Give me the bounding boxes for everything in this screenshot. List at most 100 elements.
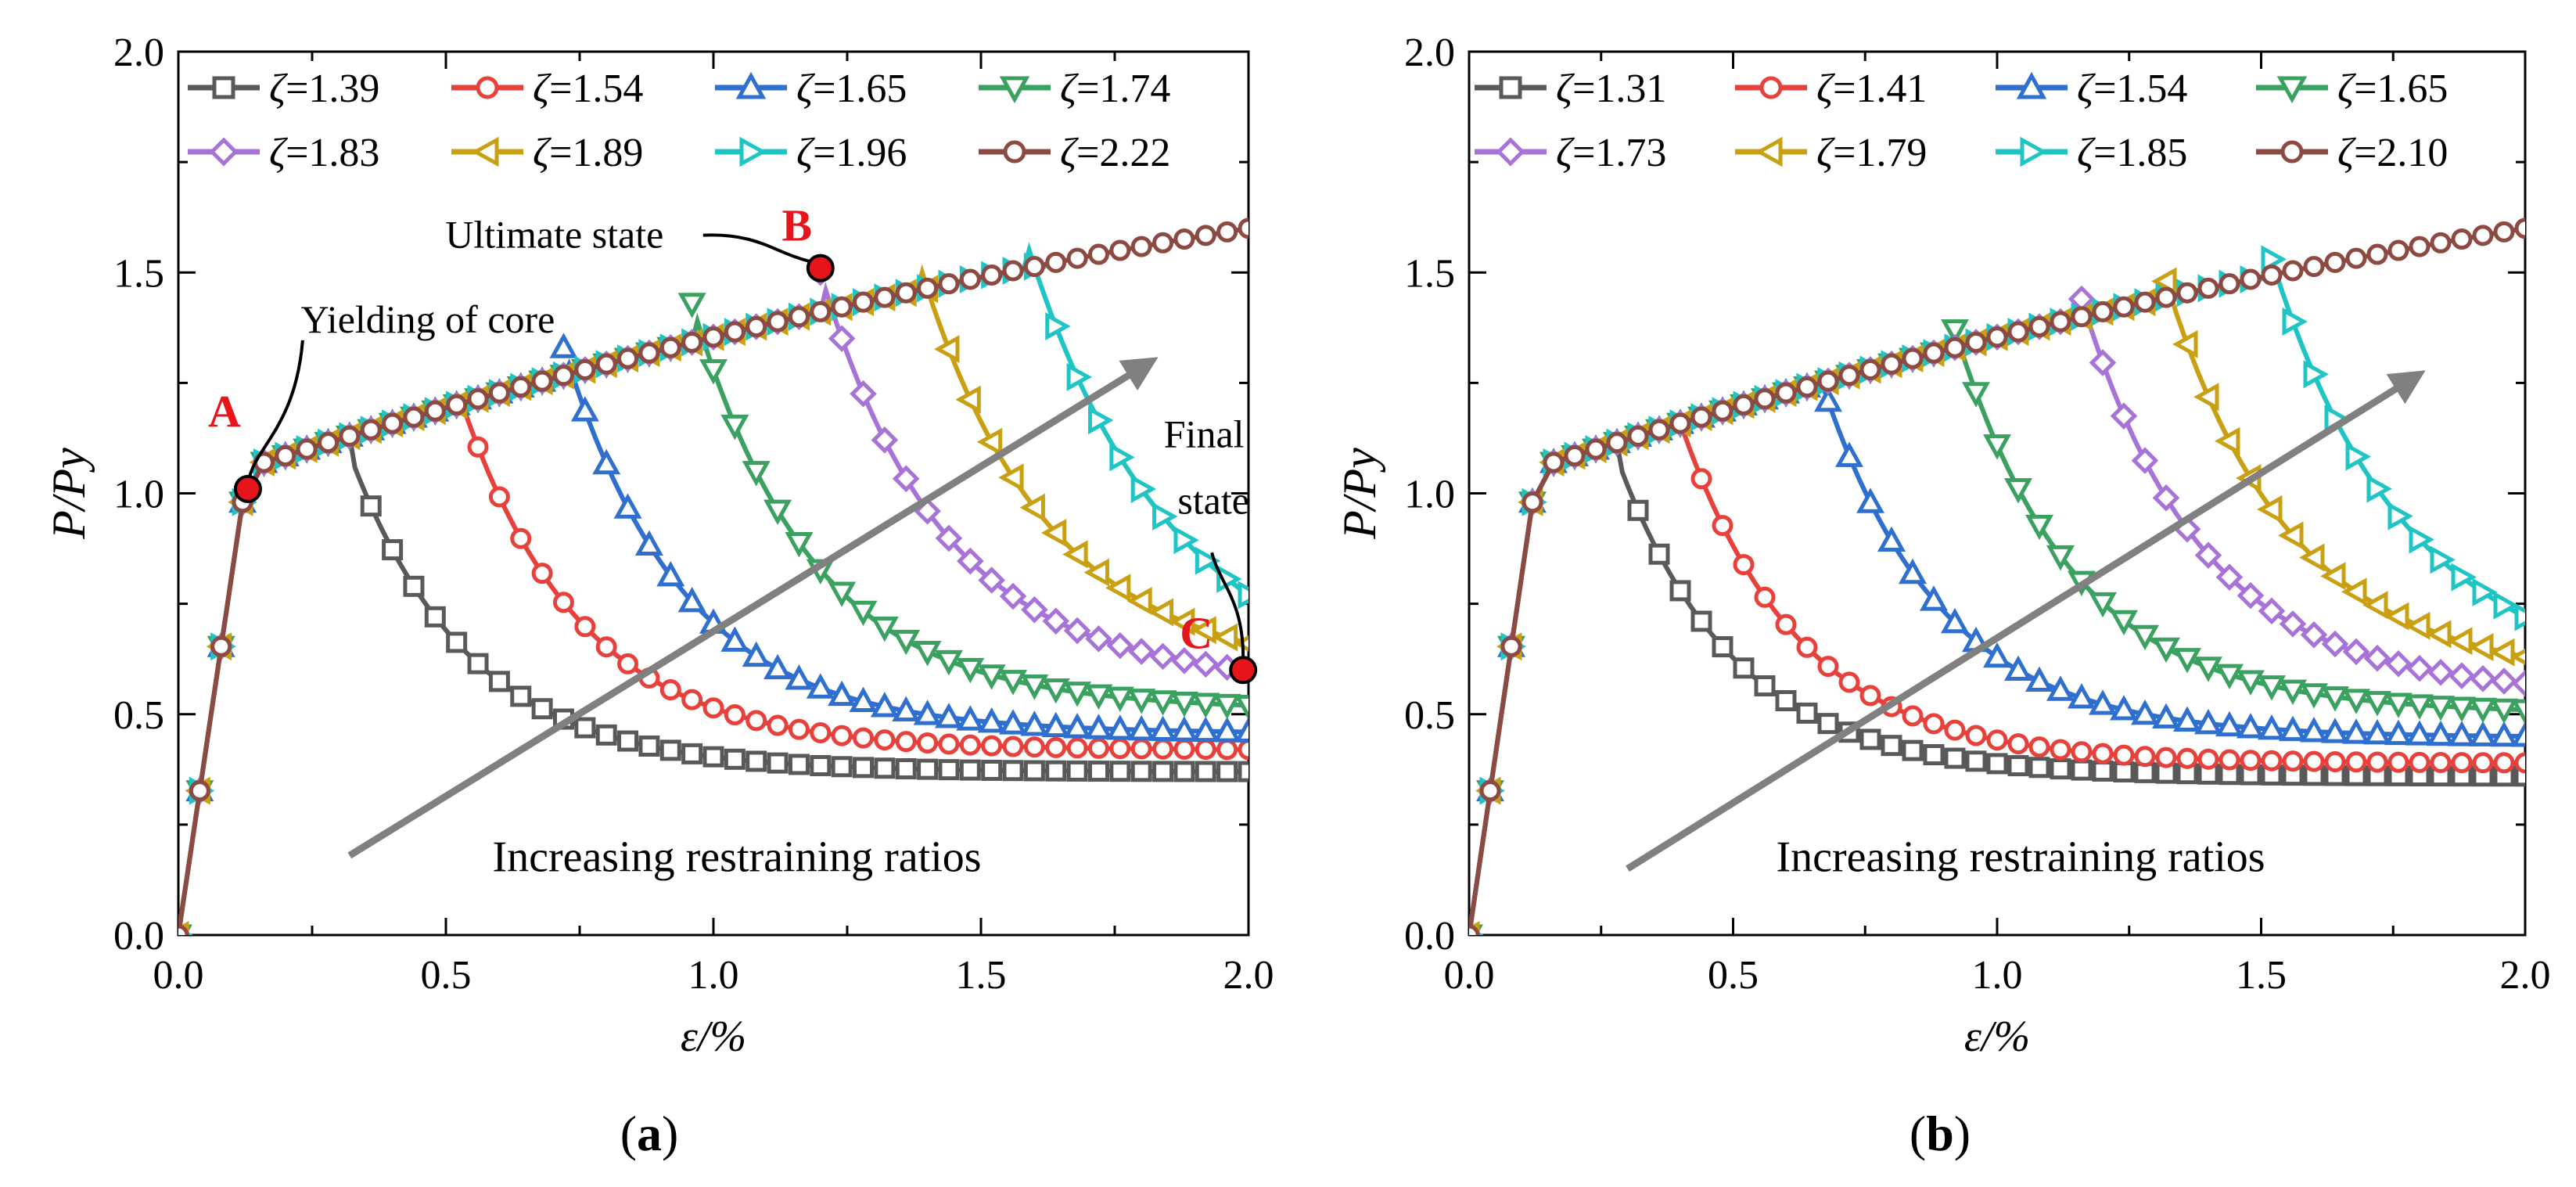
data-point	[2261, 750, 2283, 772]
data-point	[1902, 739, 1924, 761]
data-point	[1020, 674, 1049, 700]
axis-ticks: 0.0 0.5 1.0 1.5 2.0 0.0 0.5 1.0 1.5 2.0	[1404, 31, 2551, 998]
data-point	[570, 396, 599, 422]
data-point	[1084, 714, 1113, 739]
legend-marker	[212, 76, 235, 99]
data-point	[831, 725, 853, 746]
callout-line	[702, 233, 812, 264]
trend-arrow	[347, 357, 1159, 859]
data-point	[2451, 563, 2477, 592]
legend: ζ=1.39 ζ=1.54 ζ=1.65 ζ=1.74 ζ=1.83 ζ=1.89 ζ=1.…	[188, 67, 1170, 175]
data-point	[2490, 698, 2518, 725]
data-point	[2448, 696, 2476, 722]
data-point	[1238, 739, 1248, 761]
data-point	[275, 444, 296, 466]
data-point	[2303, 750, 2325, 772]
data-point	[1130, 474, 1157, 503]
data-point	[999, 670, 1028, 696]
data-point	[2068, 683, 2096, 709]
legend-item: ζ=1.65	[2256, 67, 2448, 111]
legend-marker	[1003, 140, 1026, 164]
legend-item: ζ=1.39	[188, 67, 379, 111]
x-tick-label: 0.0	[153, 953, 204, 998]
data-point	[1835, 441, 1863, 467]
data-point	[828, 325, 856, 352]
data-point	[892, 465, 920, 493]
data-point	[2469, 665, 2497, 692]
data-point	[1019, 493, 1045, 522]
data-point	[999, 582, 1027, 610]
data-point	[210, 635, 232, 657]
point-label-A: A	[208, 386, 241, 437]
data-point	[892, 629, 921, 656]
data-point	[1627, 425, 1649, 447]
data-point	[1109, 443, 1135, 472]
data-point	[2490, 721, 2518, 747]
legend-item: ζ=1.73	[1475, 131, 1666, 175]
data-point	[870, 616, 899, 642]
data-point	[2236, 670, 2265, 696]
data-point	[2004, 655, 2032, 682]
x-tick-label: 2.0	[2500, 953, 2551, 998]
data-point	[981, 735, 1003, 757]
data-point	[788, 306, 810, 328]
data-point	[1127, 714, 1156, 741]
data-point	[2279, 610, 2307, 638]
data-point	[488, 486, 510, 508]
data-point	[2089, 592, 2117, 618]
data-point	[1083, 558, 1109, 587]
legend-marker	[471, 136, 499, 167]
y-tick-label: 1.0	[113, 473, 164, 517]
legend-label: ζ=1.54	[2077, 67, 2187, 111]
data-point	[2511, 721, 2525, 747]
data-point	[1063, 682, 1092, 707]
data-point	[1152, 232, 1174, 254]
data-point	[2324, 750, 2346, 772]
data-point	[1041, 711, 1070, 738]
data-point	[1195, 546, 1221, 575]
data-point	[702, 326, 724, 348]
legend-marker	[1499, 76, 1522, 99]
data-point	[976, 427, 1003, 456]
data-point	[2025, 666, 2053, 692]
data-point	[2321, 630, 2349, 658]
data-point	[785, 532, 814, 558]
data-point	[2342, 689, 2370, 714]
legend-item: ζ=1.54	[451, 67, 643, 111]
data-point	[810, 300, 832, 322]
data-point	[1859, 358, 1881, 380]
data-point	[1087, 406, 1114, 435]
data-point	[552, 592, 574, 613]
panel-label: (a)	[620, 1106, 679, 1161]
data-point	[1690, 406, 1712, 428]
data-point	[1042, 607, 1070, 635]
data-point	[2110, 610, 2138, 636]
data-point	[1944, 719, 1966, 741]
data-point	[913, 700, 942, 725]
data-point	[1669, 412, 1691, 434]
data-point	[1962, 382, 1990, 408]
data-point	[2300, 717, 2328, 743]
data-point	[446, 394, 468, 415]
data-point	[1148, 598, 1174, 627]
callout-line	[1210, 552, 1245, 658]
data-point	[2113, 296, 2135, 318]
data-point	[574, 717, 596, 739]
data-point	[2028, 757, 2050, 779]
data-point	[638, 342, 660, 364]
data-point	[1173, 228, 1195, 250]
data-point	[656, 561, 685, 587]
data-point	[1965, 331, 1987, 353]
legend-item: ζ=1.74	[979, 67, 1170, 111]
data-point	[917, 758, 939, 780]
data-point	[1127, 689, 1156, 714]
data-point	[1152, 502, 1178, 531]
data-point	[2345, 751, 2367, 773]
data-point	[1023, 760, 1045, 782]
data-point	[2384, 719, 2413, 746]
y-axis-title: P/Py	[43, 448, 95, 540]
legend-item: ζ=1.79	[1735, 131, 1927, 175]
legend-label: ζ=2.22	[1060, 131, 1170, 175]
data-point	[724, 748, 745, 770]
data-point	[2092, 743, 2114, 764]
